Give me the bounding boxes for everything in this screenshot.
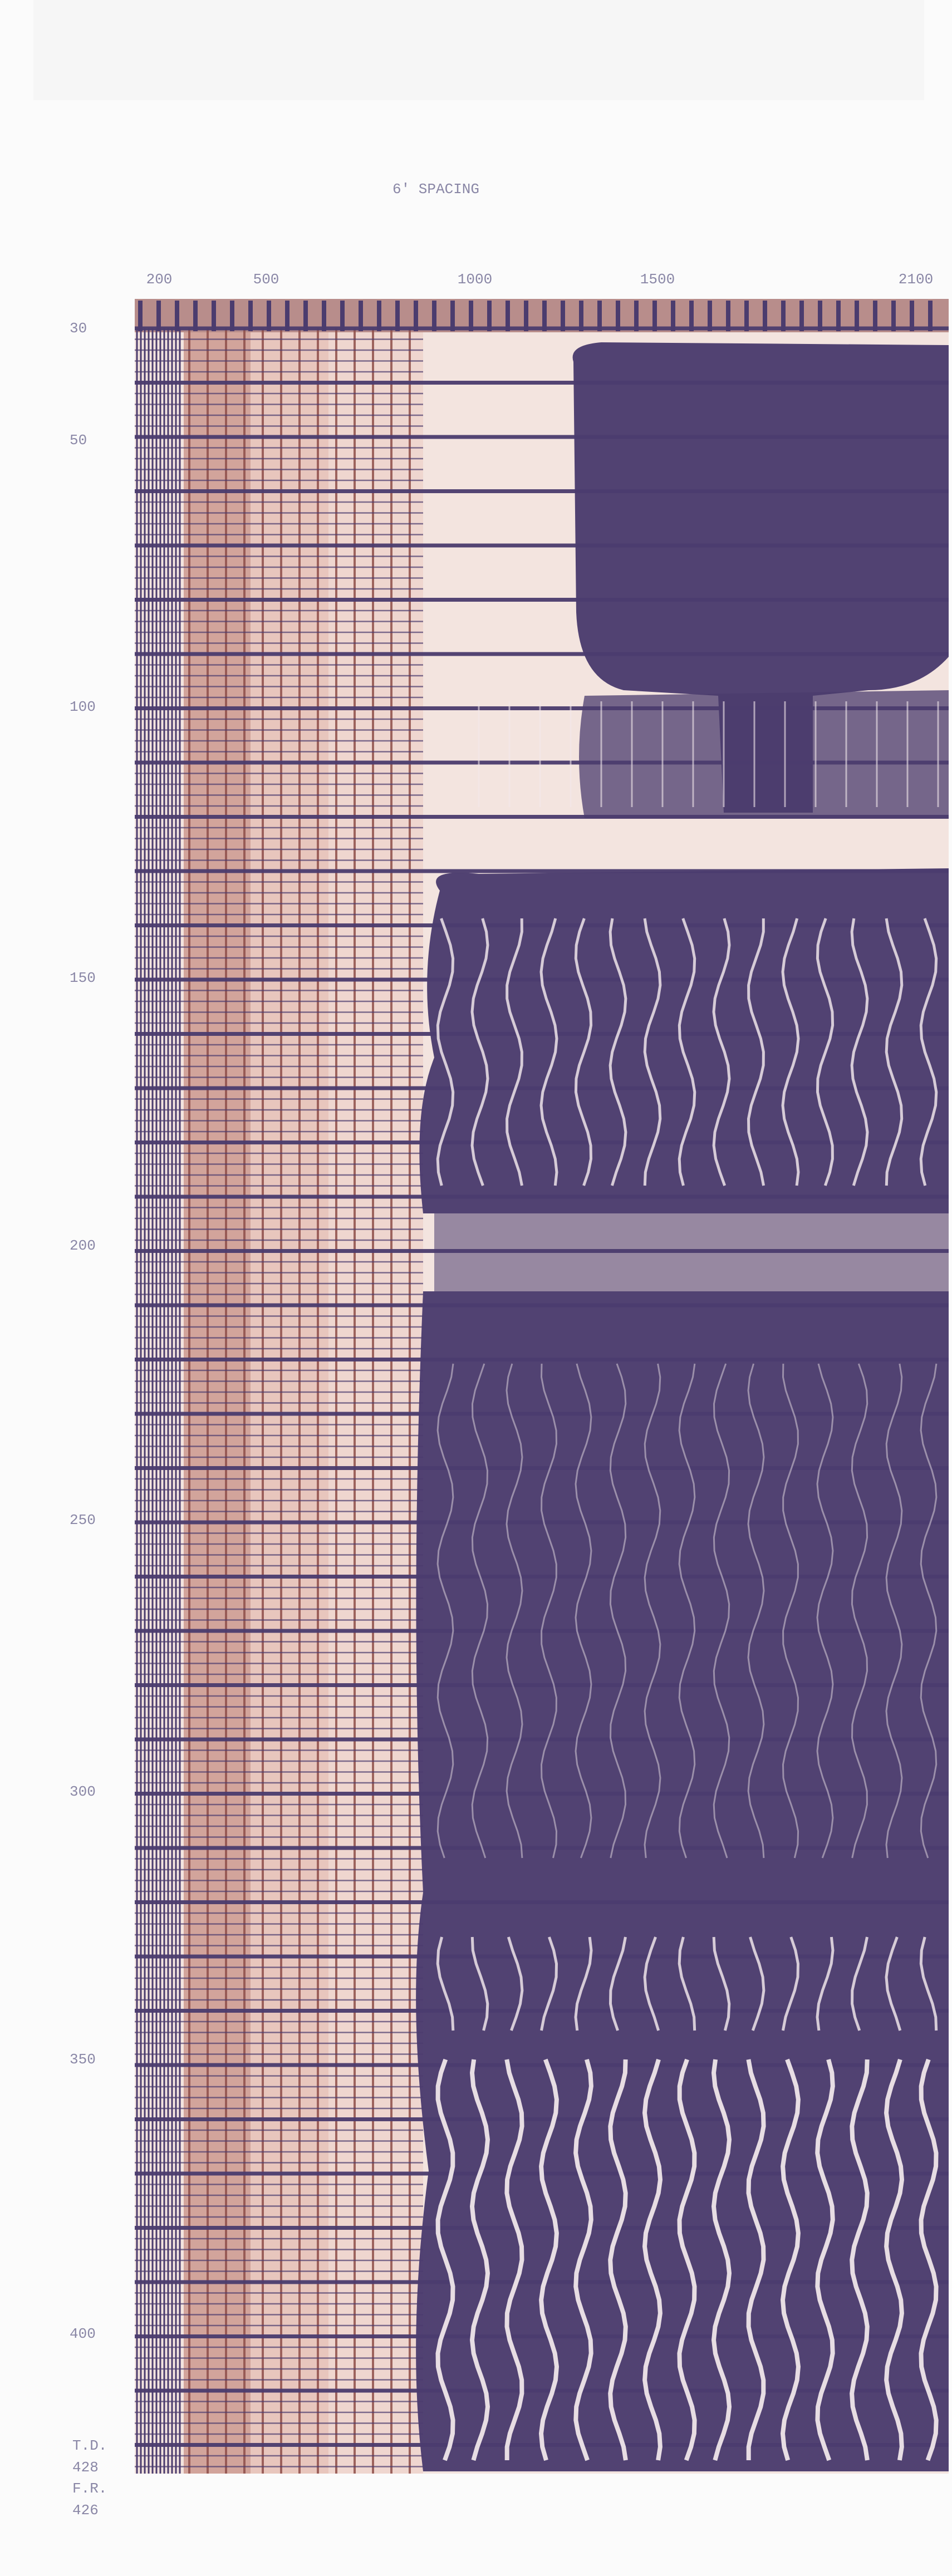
top-scale-label: 200 [146, 271, 173, 288]
trace [643, 1936, 660, 2031]
depth-label: 150 [70, 970, 96, 986]
trace [851, 1936, 868, 2031]
trace [574, 918, 593, 1186]
trace [816, 918, 835, 1186]
depth-label: 300 [70, 1783, 96, 1800]
depth-label: 200 [70, 1237, 96, 1254]
top-scale-label: 1500 [640, 271, 675, 288]
trace [815, 2058, 835, 2461]
trace [781, 918, 800, 1186]
trace [711, 2059, 732, 2461]
trace [642, 2058, 663, 2461]
trace [919, 1936, 938, 2031]
trace [539, 918, 558, 1186]
trace [678, 918, 696, 1186]
depth-label: 50 [70, 432, 87, 449]
trace [575, 1363, 592, 1859]
top-scale-label: 2100 [899, 271, 933, 288]
trace [435, 2058, 455, 2461]
trace [504, 2059, 524, 2460]
footer-line: T.D. [72, 2437, 107, 2454]
plot [135, 299, 949, 2474]
trace [436, 1363, 454, 1859]
trace [781, 1936, 800, 2031]
depth-label: 100 [70, 699, 96, 715]
signal-block [579, 690, 949, 818]
trace [816, 1936, 835, 2031]
trace [677, 2058, 697, 2461]
depth-label: 350 [70, 2051, 96, 2068]
trace [643, 918, 662, 1186]
trace [884, 2058, 905, 2461]
top-scale-label: 500 [253, 271, 279, 288]
trace [540, 1936, 558, 2031]
trace [919, 2058, 939, 2461]
signal-block [572, 342, 949, 813]
trace [470, 918, 489, 1186]
depth-label: 250 [70, 1512, 96, 1528]
trace [885, 1363, 903, 1859]
signal-block [416, 1291, 949, 2471]
trace [780, 2058, 801, 2461]
trace [749, 1936, 765, 2031]
trace [469, 2059, 490, 2461]
trace [816, 1363, 834, 1859]
trace [540, 1363, 558, 1859]
trace [678, 1936, 696, 2031]
trace [885, 918, 904, 1186]
paper-shade [33, 0, 924, 100]
trace [747, 918, 765, 1186]
trace [712, 918, 731, 1186]
depth-label: 30 [70, 320, 87, 337]
trace [436, 918, 455, 1186]
trace [436, 1936, 455, 2031]
trace [747, 1363, 765, 1859]
title: 6' SPACING [392, 181, 479, 198]
trace [574, 1936, 593, 2031]
footer-line: 426 [72, 2502, 99, 2519]
trace [644, 1363, 661, 1859]
trace [746, 2059, 766, 2460]
trace [609, 1936, 627, 2031]
depth-label: 400 [70, 2326, 96, 2342]
trace [678, 1363, 696, 1859]
footer-line: 428 [72, 2459, 99, 2476]
trace [712, 1936, 731, 2031]
top-scale-label: 1000 [458, 271, 492, 288]
trace [782, 1363, 799, 1859]
trace [538, 2058, 560, 2461]
signal-block [434, 1213, 949, 1291]
trace [506, 1363, 523, 1859]
trace [573, 2058, 593, 2461]
trace [850, 2059, 870, 2461]
trace [506, 918, 523, 1186]
trace [920, 1363, 938, 1859]
trace [471, 1363, 489, 1859]
trace [609, 1363, 627, 1859]
labels: 200 500 1000 1500 2100 30 50 100 150 200 250 300 350… [70, 271, 933, 2519]
trace [885, 1936, 902, 2031]
footer-line: F.R. [72, 2480, 107, 2497]
trace [713, 1363, 730, 1859]
trace [470, 1936, 489, 2031]
trace [609, 918, 627, 1186]
trace [608, 2059, 628, 2461]
trace [507, 1936, 524, 2031]
trace [850, 918, 869, 1186]
trace [919, 918, 938, 1186]
trace [851, 1363, 868, 1859]
